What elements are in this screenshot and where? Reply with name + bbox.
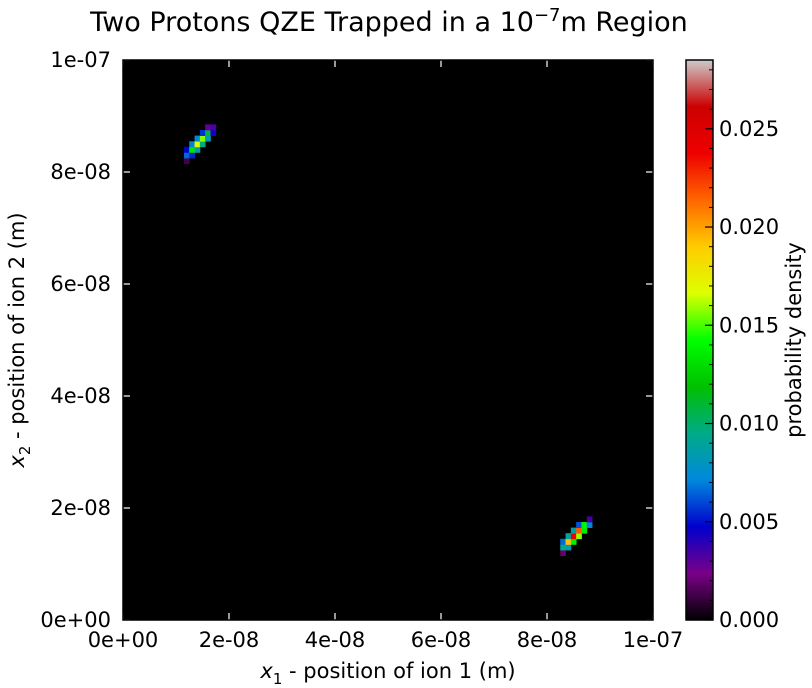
x-axis-label: x1 - position of ion 1 (m) — [259, 659, 515, 688]
heatmap-cell — [205, 124, 211, 131]
plot-frame — [122, 59, 654, 621]
chart-title: Two Protons QZE Trapped in a 10−7m Regio… — [89, 5, 688, 38]
x-tick-label: 2e-08 — [199, 628, 260, 652]
heatmap-cell — [560, 538, 566, 545]
heatmap-cell — [576, 533, 582, 540]
heatmap-cells — [183, 124, 593, 556]
x-axis-label-var: x — [259, 659, 273, 683]
x-tick-label: 6e-08 — [411, 628, 472, 652]
heatmap-cell — [586, 522, 593, 528]
y-axis-ticks: 0e+00 2e-08 4e-08 6e-08 8e-08 1e-07 — [40, 48, 653, 632]
colorbar-tick-label: 0.010 — [719, 412, 779, 436]
heatmap-cell — [576, 522, 582, 528]
heatmap-cell — [194, 146, 201, 153]
heatmap-cell — [581, 522, 588, 528]
y-axis-label: x2 - position of ion 2 (m) — [5, 212, 34, 468]
heatmap-cell — [565, 533, 572, 540]
colorbar-label: probability density — [782, 242, 806, 438]
colorbar — [685, 59, 714, 621]
heatmap-cell — [194, 141, 201, 148]
colorbar-ticks: 0.000 0.005 0.010 0.015 0.020 0.025 — [705, 69, 779, 632]
y-axis-label-sub: 2 — [16, 446, 34, 456]
heatmap-cell — [199, 130, 206, 136]
chart-title-superscript: −7 — [534, 5, 561, 26]
chart-title-main: Two Protons QZE Trapped in a 10 — [89, 7, 534, 38]
heatmap-cell — [189, 141, 195, 148]
heatmap-cell — [570, 538, 577, 545]
heatmap-cell — [189, 146, 195, 153]
heatmap-cell — [189, 152, 195, 159]
y-tick-label: 6e-08 — [50, 272, 111, 296]
colorbar-tick-label: 0.000 — [719, 608, 779, 632]
y-tick-label: 4e-08 — [50, 384, 111, 408]
colorbar-tick-label: 0.020 — [719, 215, 779, 239]
plot-area — [123, 60, 653, 620]
heatmap-cell — [210, 124, 217, 131]
heatmap-cell — [183, 158, 190, 164]
heatmap-cell — [560, 544, 566, 551]
x-tick-label: 8e-08 — [517, 628, 578, 652]
x-tick-label: 0e+00 — [88, 628, 159, 652]
heatmap-cell — [565, 538, 572, 545]
colorbar-tick-label: 0.005 — [719, 510, 779, 534]
heatmap-cell — [586, 516, 593, 523]
heatmap-cell — [570, 527, 577, 534]
heatmap-cell — [576, 527, 582, 534]
heatmap-cell — [210, 130, 217, 136]
x-tick-label: 4e-08 — [305, 628, 366, 652]
colorbar-tick-label: 0.025 — [719, 117, 779, 141]
heatmap-cell — [570, 533, 577, 540]
colorbar-tick-label: 0.015 — [719, 313, 779, 337]
chart-title-tail: m Region — [560, 7, 687, 38]
y-tick-label: 1e-07 — [50, 48, 111, 72]
y-tick-label: 0e+00 — [40, 608, 111, 632]
y-axis-label-rest: - position of ion 2 (m) — [5, 212, 29, 445]
y-tick-label: 2e-08 — [50, 496, 111, 520]
heatmap-cell — [199, 141, 206, 148]
heatmap-cell — [205, 135, 211, 142]
heatmap-cell — [581, 527, 588, 534]
heatmap-cell — [183, 152, 190, 159]
heatmap-cell — [183, 146, 190, 153]
x-axis-label-sub: 1 — [273, 670, 283, 688]
heatmap-cell — [194, 135, 201, 142]
x-axis-label-rest: - position of ion 1 (m) — [282, 659, 515, 683]
heatmap-cell — [199, 135, 206, 142]
x-axis-ticks: 0e+00 2e-08 4e-08 6e-08 8e-08 1e-07 — [88, 60, 684, 652]
heatmap-cell — [205, 130, 211, 136]
heatmap-cell — [565, 544, 572, 551]
heatmap-cell — [560, 550, 566, 556]
y-axis-label-var: x — [5, 455, 29, 469]
y-tick-label: 8e-08 — [50, 160, 111, 184]
x-tick-label: 1e-07 — [623, 628, 684, 652]
